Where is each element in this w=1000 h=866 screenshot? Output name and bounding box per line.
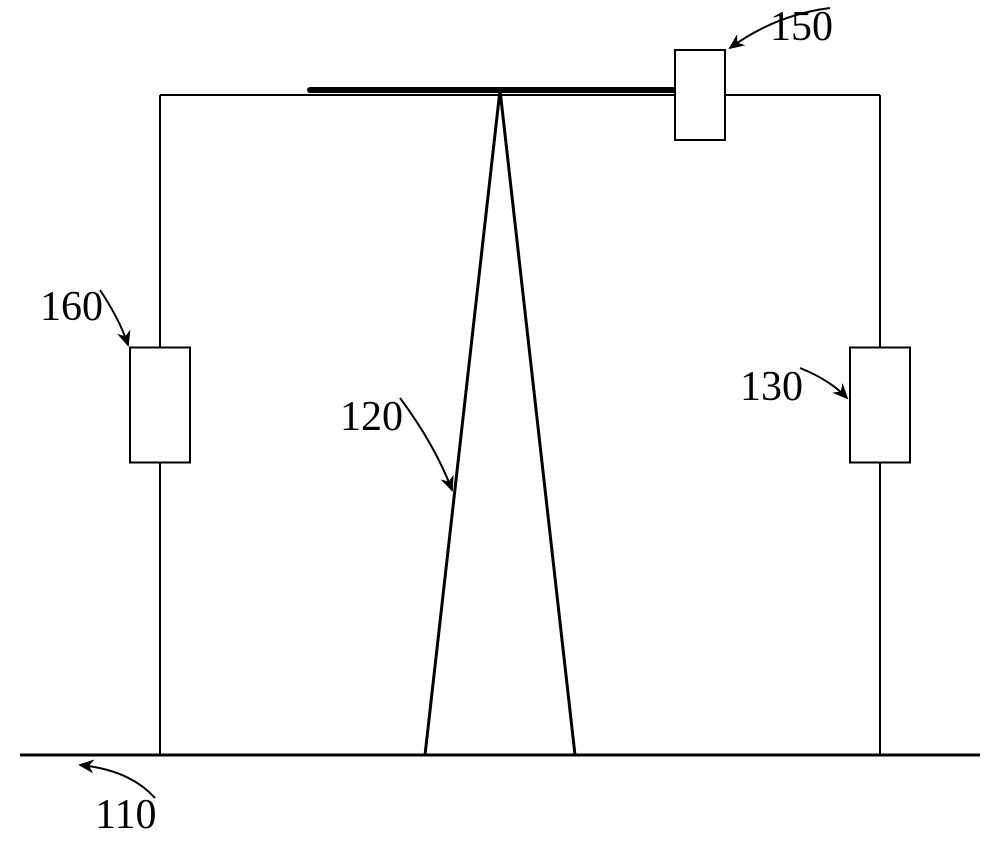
leader-p160 xyxy=(100,290,128,345)
label-l150: 150 xyxy=(770,4,833,50)
label-l160: 160 xyxy=(40,284,103,330)
component-150 xyxy=(675,50,725,140)
schematic-diagram: 110 120 130 150 160 xyxy=(0,0,1000,866)
label-l130: 130 xyxy=(740,364,803,410)
label-l110: 110 xyxy=(95,792,156,838)
leader-p130 xyxy=(800,368,847,398)
leader-p120 xyxy=(400,398,452,490)
tower-left-leg xyxy=(425,90,500,755)
tower-right-leg xyxy=(500,90,575,755)
component-160 xyxy=(130,348,190,463)
label-l120: 120 xyxy=(340,394,403,440)
component-130 xyxy=(850,348,910,463)
